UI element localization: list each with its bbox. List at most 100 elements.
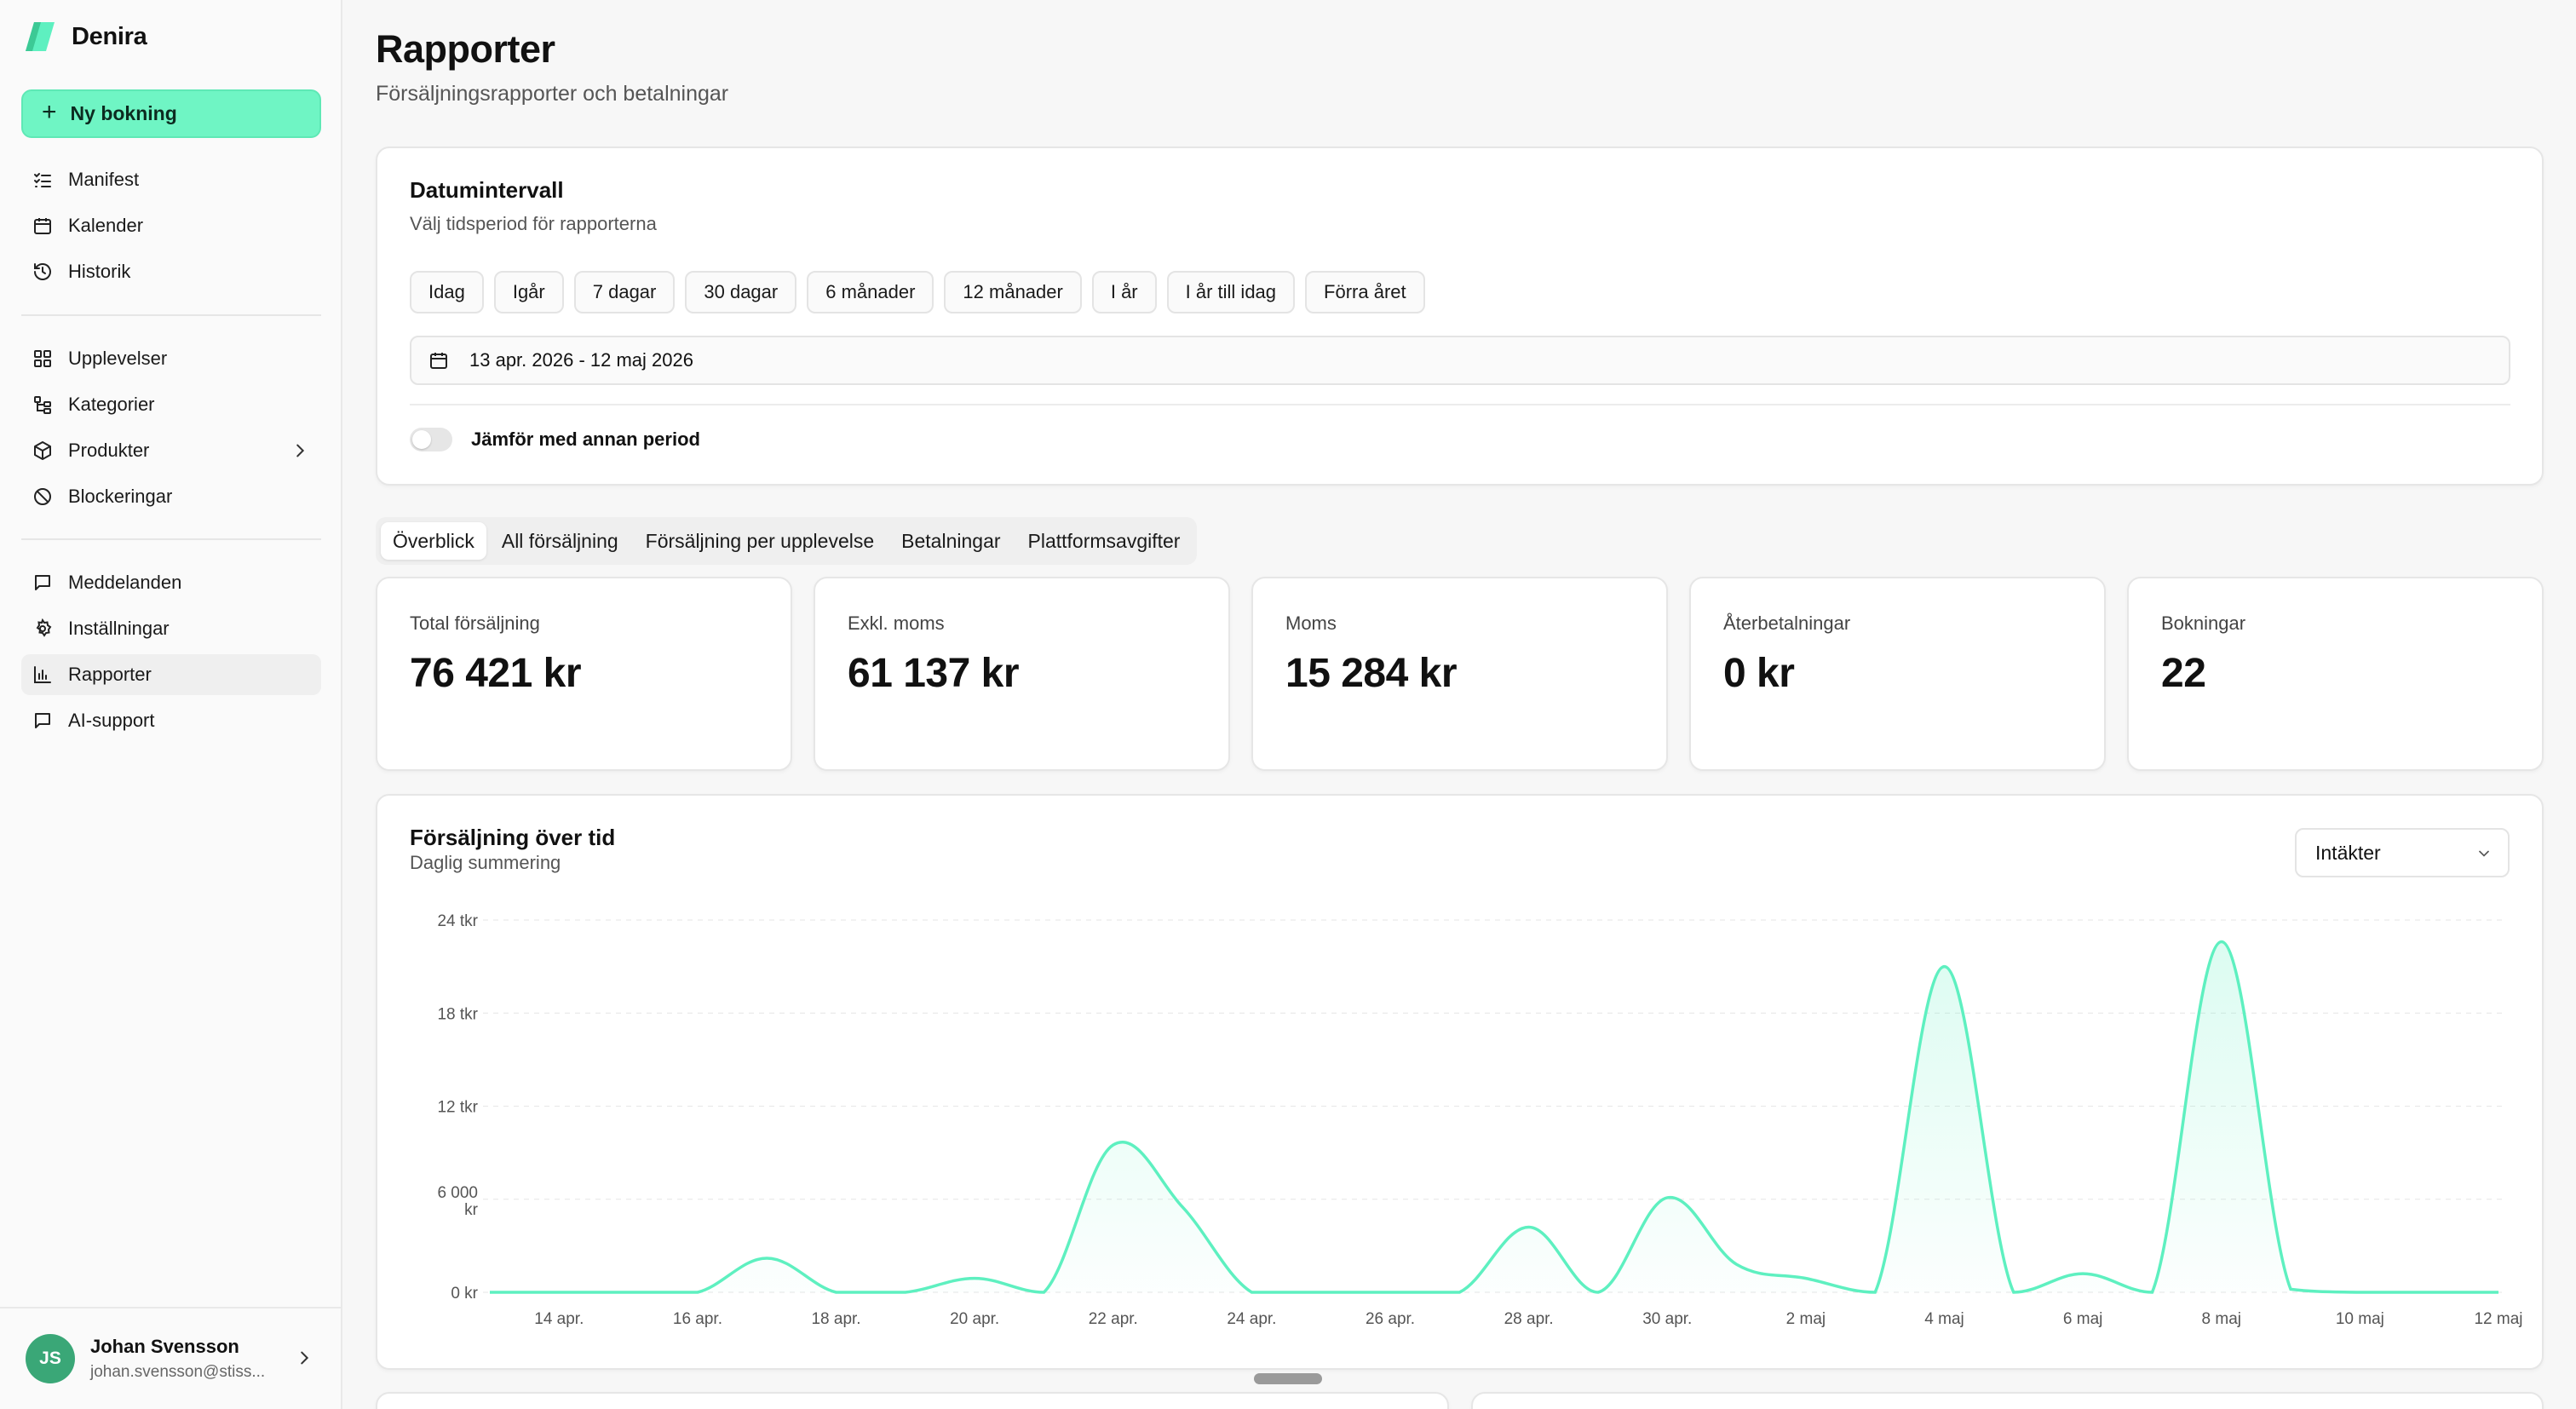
sidebar-item-kalender[interactable]: Kalender	[21, 205, 321, 246]
tab-plattformsavgifter[interactable]: Plattformsavgifter	[1027, 529, 1181, 552]
y-tick-label: 18 tkr	[437, 1005, 478, 1023]
stat-label: Total försäljning	[410, 612, 540, 634]
data-point-16-apr[interactable]	[691, 1285, 704, 1299]
scroll-handle[interactable]	[1254, 1373, 1322, 1384]
sidebar-item-label: Kategorier	[68, 394, 155, 415]
sidebar-item-label: Kalender	[68, 215, 144, 236]
data-point-9-maj[interactable]	[2284, 1282, 2297, 1296]
compare-label: Jämför med annan period	[471, 428, 700, 450]
data-point-30-apr[interactable]	[1660, 1191, 1674, 1205]
tab-overblick[interactable]: Överblick	[381, 522, 486, 560]
sidebar-item-ai-support[interactable]: AI-support	[21, 700, 321, 741]
data-point-21-apr[interactable]	[1037, 1285, 1050, 1299]
data-point-13-apr[interactable]	[483, 1285, 497, 1299]
tab-all-forsaljning[interactable]: All försäljning	[501, 529, 618, 552]
x-tick-label: 12 maj	[2474, 1310, 2522, 1328]
sidebar-item-label: Historik	[68, 261, 131, 282]
data-point-23-apr[interactable]	[1176, 1200, 1189, 1214]
tab-betalningar[interactable]: Betalningar	[901, 529, 1001, 552]
denira-logo-icon	[26, 22, 55, 51]
brand-name: Denira	[72, 22, 147, 50]
data-point-28-apr[interactable]	[1522, 1221, 1536, 1234]
preset-button[interactable]: Förra året	[1305, 271, 1425, 313]
preset-button[interactable]: 30 dagar	[685, 271, 797, 313]
preset-button[interactable]: 7 dagar	[573, 271, 676, 313]
data-point-26-apr[interactable]	[1383, 1285, 1397, 1299]
sidebar-item-rapporter[interactable]: Rapporter	[21, 654, 321, 695]
data-point-5-maj[interactable]	[2007, 1285, 2021, 1299]
sidebar-item-installningar[interactable]: Inställningar	[21, 608, 321, 649]
stat-value: 76 421 kr	[410, 651, 582, 696]
preset-button[interactable]: Igår	[493, 271, 564, 313]
sidebar-item-label: Produkter	[68, 440, 150, 461]
data-point-6-maj[interactable]	[2076, 1267, 2090, 1280]
data-point-14-apr[interactable]	[552, 1285, 566, 1299]
sidebar-item-upplevelser[interactable]: Upplevelser	[21, 338, 321, 379]
new-booking-button[interactable]: + Ny bokning	[21, 89, 321, 138]
box-icon	[34, 441, 51, 460]
metric-select[interactable]: Intäkter	[2295, 828, 2510, 877]
data-point-18-apr[interactable]	[830, 1285, 843, 1299]
message-icon	[35, 713, 50, 728]
preset-button[interactable]: I år till idag	[1166, 271, 1296, 313]
date-range-picker[interactable]: 13 apr. 2026 - 12 maj 2026	[410, 336, 2510, 385]
data-point-27-apr[interactable]	[1452, 1285, 1466, 1299]
data-point-7-maj[interactable]	[2145, 1285, 2159, 1299]
sidebar-item-blockeringar[interactable]: Blockeringar	[21, 476, 321, 517]
data-point-25-apr[interactable]	[1314, 1285, 1328, 1299]
x-tick-label: 22 apr.	[1089, 1310, 1138, 1328]
data-point-29-apr[interactable]	[1591, 1285, 1605, 1299]
data-point-17-apr[interactable]	[760, 1251, 773, 1265]
nav-group-catalog: Upplevelser Kategorier Produkter Blocker…	[21, 338, 321, 522]
page-subtitle: Försäljningsrapporter och betalningar	[376, 82, 729, 106]
data-point-8-maj[interactable]	[2215, 935, 2228, 948]
sidebar-item-label: Manifest	[68, 169, 140, 190]
data-point-4-maj[interactable]	[1938, 960, 1952, 974]
sidebar-item-historik[interactable]: Historik	[21, 251, 321, 292]
tab-forsaljning-per-upplevelse[interactable]: Försäljning per upplevelse	[645, 529, 875, 552]
preset-button[interactable]: I år	[1091, 271, 1157, 313]
preset-button[interactable]: 6 månader	[807, 271, 934, 313]
y-tick-label: 12 tkr	[437, 1099, 478, 1117]
data-point-11-maj[interactable]	[2423, 1285, 2436, 1299]
calendar-icon	[430, 353, 447, 369]
tree-icon	[34, 396, 51, 414]
data-point-12-maj[interactable]	[2492, 1285, 2505, 1299]
chevron-down-icon	[2479, 850, 2489, 857]
stat-label: Återbetalningar	[1723, 612, 1851, 634]
data-point-2-maj[interactable]	[1799, 1272, 1813, 1285]
sidebar-item-produkter[interactable]: Produkter	[21, 430, 321, 471]
list-check-icon	[34, 173, 51, 187]
y-tick-label: 6 000 kr	[437, 1184, 478, 1219]
preset-button[interactable]: 12 månader	[944, 271, 1082, 313]
x-tick-label: 8 maj	[2202, 1310, 2241, 1328]
brand[interactable]: Denira	[22, 19, 147, 55]
data-point-15-apr[interactable]	[622, 1285, 635, 1299]
data-point-22-apr[interactable]	[1107, 1138, 1120, 1152]
data-point-10-maj[interactable]	[2353, 1285, 2366, 1299]
compare-row: Jämför med annan period	[410, 428, 700, 451]
user-menu[interactable]: JS Johan Svensson johan.svensson@stiss..…	[0, 1307, 342, 1409]
data-point-1-maj[interactable]	[1730, 1257, 1744, 1271]
compare-toggle[interactable]	[410, 428, 452, 451]
sidebar-item-manifest[interactable]: Manifest	[21, 159, 321, 200]
chevron-right-icon	[296, 444, 305, 457]
sidebar-item-meddelanden[interactable]: Meddelanden	[21, 562, 321, 603]
data-point-20-apr[interactable]	[968, 1272, 981, 1285]
stat-card-bookings: Bokningar 22	[2127, 577, 2544, 771]
date-range-card: Datumintervall Välj tidsperiod för rappo…	[376, 147, 2544, 486]
data-point-19-apr[interactable]	[899, 1285, 912, 1299]
date-range-subtitle: Välj tidsperiod för rapporterna	[410, 213, 657, 234]
preset-button[interactable]: Idag	[410, 271, 484, 313]
chart-area	[490, 941, 2498, 1292]
x-tick-label: 10 maj	[2336, 1310, 2384, 1328]
stat-value: 0 kr	[1723, 651, 1795, 696]
data-point-3-maj[interactable]	[1868, 1285, 1882, 1299]
date-presets: Idag Igår 7 dagar 30 dagar 6 månader 12 …	[410, 271, 1425, 313]
sidebar-item-label: Inställningar	[68, 618, 170, 639]
sidebar-item-kategorier[interactable]: Kategorier	[21, 384, 321, 425]
data-point-24-apr[interactable]	[1245, 1285, 1258, 1299]
divider	[410, 404, 2510, 405]
x-tick-label: 4 maj	[1924, 1310, 1964, 1328]
sidebar-item-label: Blockeringar	[68, 486, 173, 507]
